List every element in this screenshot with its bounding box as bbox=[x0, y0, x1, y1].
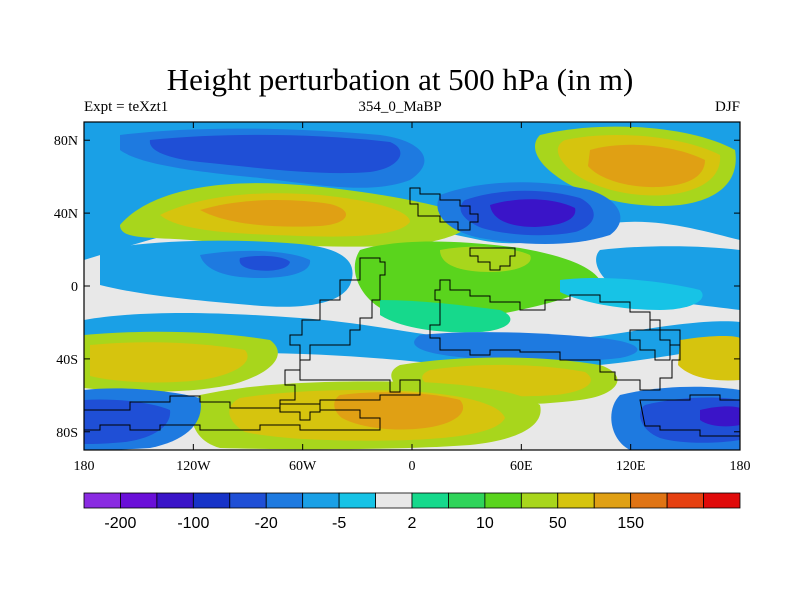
y-tick-label: 40S bbox=[56, 353, 78, 368]
field-trop-pos3 bbox=[380, 300, 511, 333]
colorbar-swatch bbox=[302, 492, 340, 509]
contour-field bbox=[84, 122, 740, 450]
colorbar-swatch bbox=[593, 492, 632, 509]
colorbar-swatch bbox=[666, 492, 704, 509]
colorbar-swatch bbox=[703, 492, 741, 509]
colorbar-label: -200 bbox=[104, 515, 136, 532]
coast-greenland bbox=[409, 187, 479, 231]
colorbar: -200 -100 -20 -5 2 10 50 150 bbox=[83, 492, 741, 532]
colorbar-swatch bbox=[630, 492, 668, 509]
colorbar-label: 150 bbox=[617, 515, 644, 532]
colorbar-swatch bbox=[520, 492, 559, 509]
colorbar-label: -100 bbox=[177, 515, 209, 532]
field-sh-pos3 bbox=[334, 392, 464, 430]
experiment-label: Expt = teXzt1 bbox=[84, 99, 169, 115]
colorbar-swatch bbox=[448, 492, 486, 509]
field-trop-neg3 bbox=[239, 255, 290, 271]
season-label: DJF bbox=[714, 99, 740, 115]
field-spac-pos2 bbox=[90, 342, 248, 383]
x-tick-label: 120W bbox=[176, 459, 211, 474]
y-tick-label: 40N bbox=[54, 207, 78, 222]
colorbar-swatch bbox=[156, 492, 194, 509]
colorbar-swatch bbox=[120, 492, 158, 509]
coast-africa bbox=[429, 279, 681, 391]
colorbar-swatch bbox=[484, 492, 522, 509]
coast-america bbox=[279, 257, 421, 421]
coastline-outlines bbox=[84, 187, 740, 437]
x-tick-label: 180 bbox=[74, 459, 95, 474]
colorbar-label: -5 bbox=[332, 515, 346, 532]
x-tick-label: 60E bbox=[510, 459, 533, 474]
coast-antarctica bbox=[84, 395, 381, 431]
axis-ticks: 180 120W 60W 0 60E 120E 180 80N 40N 0 40S 80S bbox=[54, 122, 751, 474]
map-title: Height perturbation at 500 hPa (in m) bbox=[166, 62, 634, 97]
coast-australia bbox=[629, 319, 681, 361]
field-tpac-neg2 bbox=[560, 278, 703, 310]
colorbar-label: 2 bbox=[408, 515, 417, 532]
field-npac-pos3 bbox=[588, 144, 705, 188]
colorbar-label: -20 bbox=[255, 515, 278, 532]
y-tick-label: 80S bbox=[56, 426, 78, 441]
field-sh-neg-w2 bbox=[84, 399, 171, 444]
colorbar-label: 10 bbox=[476, 515, 494, 532]
x-tick-label: 180 bbox=[730, 459, 751, 474]
field-north-neg3 bbox=[149, 134, 401, 174]
period-label: 354_0_MaBP bbox=[358, 99, 442, 115]
colorbar-swatch bbox=[338, 492, 376, 509]
coast-arabia bbox=[469, 247, 516, 271]
coast-antarctica-e bbox=[639, 394, 740, 437]
colorbar-swatch bbox=[375, 492, 413, 509]
field-north-pos3 bbox=[200, 200, 347, 227]
y-tick-label: 0 bbox=[71, 280, 78, 295]
x-tick-label: 120E bbox=[616, 459, 646, 474]
field-sind-pos bbox=[678, 335, 740, 381]
colorbar-swatch bbox=[265, 492, 304, 509]
colorbar-swatch bbox=[192, 492, 231, 509]
y-tick-label: 80N bbox=[54, 134, 78, 149]
field-sh-neg-e3 bbox=[700, 406, 740, 427]
colorbar-swatch bbox=[229, 492, 267, 509]
colorbar-label: 50 bbox=[549, 515, 567, 532]
x-tick-label: 0 bbox=[409, 459, 416, 474]
field-tpac-neg bbox=[596, 246, 740, 310]
colorbar-swatch bbox=[557, 492, 595, 509]
x-tick-label: 60W bbox=[289, 459, 317, 474]
field-eur-neg3 bbox=[490, 199, 576, 227]
colorbar-swatch bbox=[83, 492, 121, 509]
colorbar-swatch bbox=[411, 492, 449, 509]
